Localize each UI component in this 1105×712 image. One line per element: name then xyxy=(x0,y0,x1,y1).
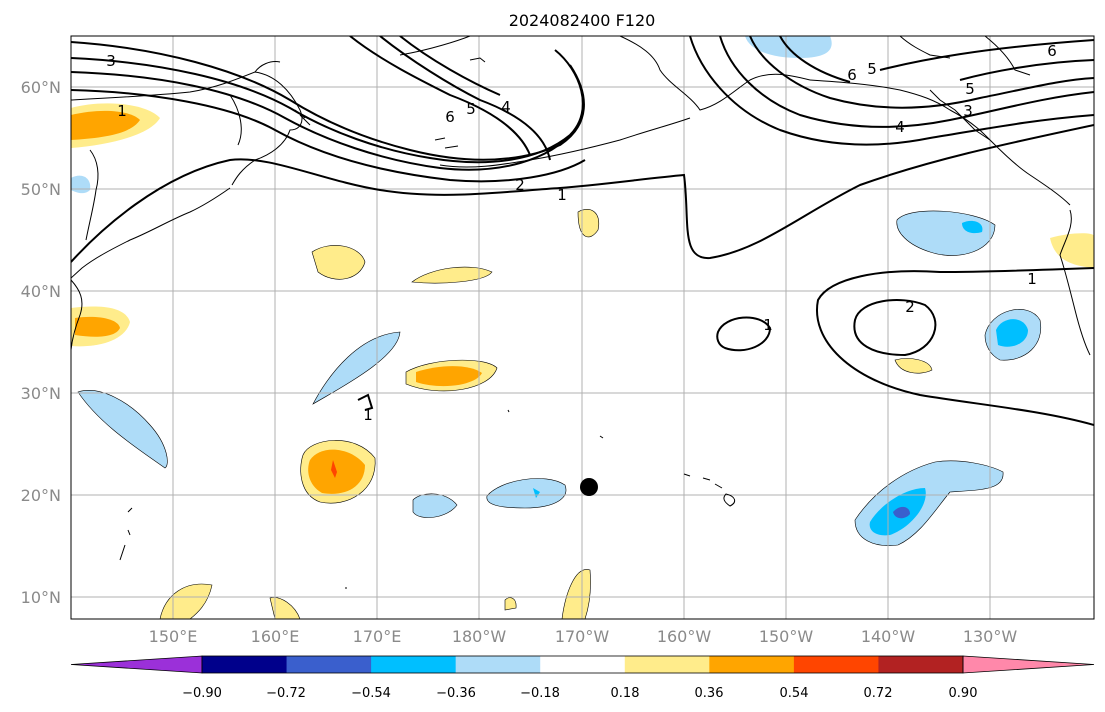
colorbar-tick-labels: −0.90 −0.72 −0.54 −0.36 −0.18 0.18 0.36 … xyxy=(182,686,977,701)
colorbar-frame xyxy=(201,655,964,674)
lat-label: 20°N xyxy=(21,486,61,505)
colorbar-tick-label: −0.54 xyxy=(351,686,391,701)
contour-labels: 3 1 2 1 6 5 4 5 6 4 3 5 6 1 2 1 1 xyxy=(106,42,1057,424)
colorbar-segment xyxy=(455,656,541,673)
latitude-labels: 60°N 50°N 40°N 30°N 20°N 10°N xyxy=(21,78,61,607)
contour-label: 4 xyxy=(895,118,905,136)
contour-label: 6 xyxy=(1047,42,1057,60)
colorbar-tick-label: 0.54 xyxy=(780,686,809,701)
lon-label: 140°W xyxy=(861,627,916,646)
contour-label: 3 xyxy=(963,102,973,120)
colorbar-tick-label: −0.18 xyxy=(520,686,560,701)
colorbar-tick-label: 0.36 xyxy=(695,686,724,701)
lon-label: 160°E xyxy=(251,627,300,646)
lon-label: 160°W xyxy=(657,627,712,646)
colorbar-segment xyxy=(202,656,288,673)
lat-label: 50°N xyxy=(21,180,61,199)
colorbar-tick-label: 0.18 xyxy=(611,686,640,701)
colorbar-segment xyxy=(624,656,710,673)
contour-label: 1 xyxy=(763,316,773,334)
lon-label: 170°E xyxy=(353,627,402,646)
storm-center-marker xyxy=(580,478,598,496)
lon-label: 180°W xyxy=(452,627,507,646)
contour-label: 6 xyxy=(445,108,455,126)
map-frame xyxy=(70,35,1095,620)
lon-label: 170°W xyxy=(555,627,610,646)
contour-label: 6 xyxy=(847,66,857,84)
contour-label: 5 xyxy=(965,80,975,98)
shaded-anomaly-fields xyxy=(71,36,1094,619)
gridlines xyxy=(71,36,1094,619)
contour-label: 5 xyxy=(867,60,877,78)
colorbar-tick-label: 0.90 xyxy=(949,686,978,701)
colorbar-tick-label: 0.72 xyxy=(864,686,893,701)
lon-label: 130°W xyxy=(963,627,1018,646)
colorbar-tick-label: −0.36 xyxy=(436,686,476,701)
contour-label: 1 xyxy=(117,102,127,120)
colorbar-segment xyxy=(286,656,372,673)
contour-label: 4 xyxy=(501,98,511,116)
colorbar-tick-label: −0.90 xyxy=(182,686,222,701)
contour-label: 5 xyxy=(466,100,476,118)
lon-label: 150°E xyxy=(149,627,198,646)
contour-label: 3 xyxy=(106,52,116,70)
colorbar-segment xyxy=(371,656,457,673)
contour-label: 2 xyxy=(515,176,525,194)
contour-label: 1 xyxy=(1027,270,1037,288)
colorbar-segment xyxy=(709,656,795,673)
colorbar-segment xyxy=(540,656,626,673)
contour-label: 1 xyxy=(557,186,567,204)
lon-label: 150°W xyxy=(759,627,814,646)
figure-title: 2024082400 F120 xyxy=(509,11,656,30)
lat-label: 30°N xyxy=(21,384,61,403)
contour-lines xyxy=(71,36,1094,426)
colorbar xyxy=(70,655,1095,674)
colorbar-extend-low xyxy=(70,655,203,674)
longitude-labels: 150°E 160°E 170°E 180°W 170°W 160°W 150°… xyxy=(149,627,1018,646)
lat-label: 60°N xyxy=(21,78,61,97)
contour-label: 2 xyxy=(905,298,915,316)
contour-label: 1 xyxy=(363,406,373,424)
colorbar-extend-high xyxy=(962,655,1095,674)
lat-label: 10°N xyxy=(21,588,61,607)
colorbar-segment xyxy=(878,656,964,673)
lat-label: 40°N xyxy=(21,282,61,301)
colorbar-segment xyxy=(793,656,879,673)
colorbar-tick-label: −0.72 xyxy=(266,686,306,701)
